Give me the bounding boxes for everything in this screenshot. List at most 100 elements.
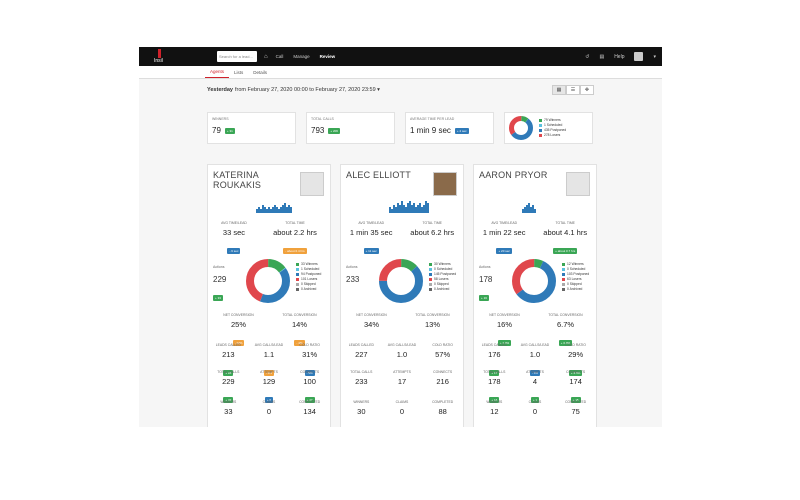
- agent-card[interactable]: ALEC ELLIOTT Avg time/lead 1 min 35 sec + 1…: [340, 164, 464, 427]
- connects-label: Connects: [566, 370, 586, 374]
- history-icon[interactable]: ↺: [585, 53, 590, 60]
- cold-ratio-value: 57%: [435, 350, 451, 359]
- winners-value: 33: [224, 407, 233, 416]
- sparkline-bar: [282, 205, 284, 213]
- calendar-icon[interactable]: ▤: [599, 53, 605, 60]
- agent-name[interactable]: AARON PRYOR: [479, 170, 548, 180]
- pie-slice[interactable]: [379, 259, 423, 303]
- app-window: Insil Search for a lead... ⌂ Call Manage…: [139, 47, 662, 427]
- actions-value: 233: [346, 275, 360, 284]
- agent-outcome-legend-item: 0 Scheduled: [429, 267, 456, 272]
- agent-card[interactable]: AARON PRYOR Avg time/lead 1 min 22 sec + 20…: [473, 164, 597, 427]
- date-period-dropdown[interactable]: Yesterday: [207, 87, 233, 93]
- actions-value: 229: [213, 275, 227, 284]
- total-calls-value: 229: [222, 377, 235, 386]
- total-time-label: Total time: [285, 221, 305, 225]
- caret-down-icon[interactable]: ▾: [375, 87, 380, 93]
- pie-slice[interactable]: [379, 259, 423, 303]
- change-badge: + 16: [479, 295, 489, 301]
- activity-sparkline: [389, 199, 429, 213]
- agent-outcome-donut: [379, 259, 423, 303]
- change-badge: + 11 sec: [363, 248, 379, 254]
- connects-label: Connects: [300, 370, 320, 374]
- search-input[interactable]: Search for a lead...: [217, 51, 257, 62]
- sparkline-bar: [264, 207, 266, 213]
- list-view-icon[interactable]: ☰: [566, 85, 580, 95]
- claims-label: Claims: [262, 400, 276, 404]
- legend-swatch: [539, 133, 542, 137]
- total-time: Total time about 2.2 hrs - about 0.4 hrs: [273, 221, 317, 257]
- agent-outcome-legend-item: 0 Archived: [429, 287, 456, 292]
- tab-bar: Agents Lists Details: [139, 66, 662, 79]
- chevron-down-icon[interactable]: ▾: [653, 53, 656, 60]
- nav-item-manage[interactable]: Manage: [293, 54, 310, 59]
- connects-value: 100: [303, 377, 316, 386]
- legend-swatch: [562, 267, 565, 271]
- total-time-value: about 2.2 hrs: [273, 228, 317, 237]
- cold-ratio-value: 29%: [568, 350, 584, 359]
- app-logo[interactable]: Insil: [145, 47, 173, 66]
- pie-slice[interactable]: [512, 259, 556, 303]
- nav-item-review[interactable]: Review: [319, 54, 336, 59]
- legend-swatch: [429, 282, 432, 286]
- agent-name[interactable]: ALEC ELLIOTT: [346, 170, 411, 180]
- total-conversion-value: 14%: [291, 320, 307, 329]
- legend-label: 94 Postponed: [301, 272, 322, 276]
- tab-agents[interactable]: Agents: [205, 69, 230, 78]
- legend-swatch: [296, 282, 299, 286]
- help-link[interactable]: Help: [614, 53, 625, 60]
- actions-badge-wrap: + 16: [479, 286, 489, 304]
- legend-swatch: [562, 287, 565, 291]
- summary-number: 1 min 9 sec: [410, 126, 451, 135]
- pie-slice[interactable]: [509, 116, 533, 140]
- leads-called-label: Leads called: [215, 343, 241, 347]
- change-badge: + 2 sec: [454, 127, 469, 134]
- attempts-label: Attempts: [393, 370, 411, 374]
- total-calls-label: Total calls: [217, 370, 240, 374]
- avg-time-per-lead-value: 1 min 35 sec: [349, 228, 393, 237]
- legend-swatch: [296, 267, 299, 271]
- completed: Completed134+ 6: [290, 400, 330, 427]
- date-range-text[interactable]: from February 27, 2020 00:00 to February…: [235, 87, 376, 93]
- agent-avatar: [433, 172, 457, 196]
- leads-called-label: Leads called: [481, 343, 507, 347]
- sparkline-bar: [389, 207, 391, 213]
- home-icon[interactable]: ⌂: [264, 53, 268, 60]
- legend-label: 79 Winners: [544, 118, 561, 122]
- total-conversion: Total conversion 6.7% + 0.9%: [535, 313, 596, 349]
- agent-card[interactable]: KATERINA ROUKAKIS Avg time/lead 33 sec - 6 …: [207, 164, 331, 427]
- agent-outcome-legend-item: 0 Skipped: [429, 282, 456, 287]
- legend-label: 33 Winners: [301, 262, 318, 266]
- sparkline-bar: [409, 201, 411, 213]
- grid-view-icon[interactable]: ▦: [552, 85, 566, 95]
- outcome-legend-item: 278 Losers: [539, 133, 566, 138]
- change-badge: + 17: [489, 370, 500, 376]
- nav-item-call[interactable]: Call: [275, 54, 284, 59]
- legend-label: 1 Scheduled: [544, 123, 563, 127]
- sparkline-bar: [290, 207, 292, 213]
- user-avatar[interactable]: [634, 52, 644, 61]
- pie-slice[interactable]: [509, 116, 533, 140]
- change-badge: + 31: [224, 127, 235, 134]
- net-conversion: Net conversion 25% - 22%: [208, 313, 269, 349]
- pie-slice[interactable]: [512, 259, 556, 303]
- tab-lists[interactable]: Lists: [234, 70, 244, 75]
- total-time: Total time about 4.1 hrs + about 0.7 hrs: [543, 221, 587, 257]
- total-calls-label: Total calls: [350, 370, 373, 374]
- claims-label: Claims: [395, 400, 409, 404]
- claims: Claims 0: [249, 400, 289, 427]
- metrics-row: Winners33+ 6Claims0Completed134+ 6: [208, 400, 330, 427]
- legend-swatch: [296, 277, 299, 281]
- expand-icon[interactable]: ✥: [580, 85, 594, 95]
- actions-label: Actions: [213, 265, 225, 269]
- pie-slice[interactable]: [246, 259, 290, 303]
- agent-name[interactable]: KATERINA ROUKAKIS: [213, 170, 262, 190]
- pie-slice[interactable]: [246, 259, 290, 303]
- tab-details[interactable]: Details: [253, 70, 268, 75]
- avg-calls-per-lead: Avg calls/lead 1.0 - 0.0: [515, 343, 555, 379]
- legend-swatch: [429, 287, 432, 291]
- change-badge: + 6: [264, 397, 274, 403]
- sparkline-bar: [395, 207, 397, 213]
- net-conversion-label: Net conversion: [356, 313, 387, 317]
- connects-label: Connects: [433, 370, 453, 374]
